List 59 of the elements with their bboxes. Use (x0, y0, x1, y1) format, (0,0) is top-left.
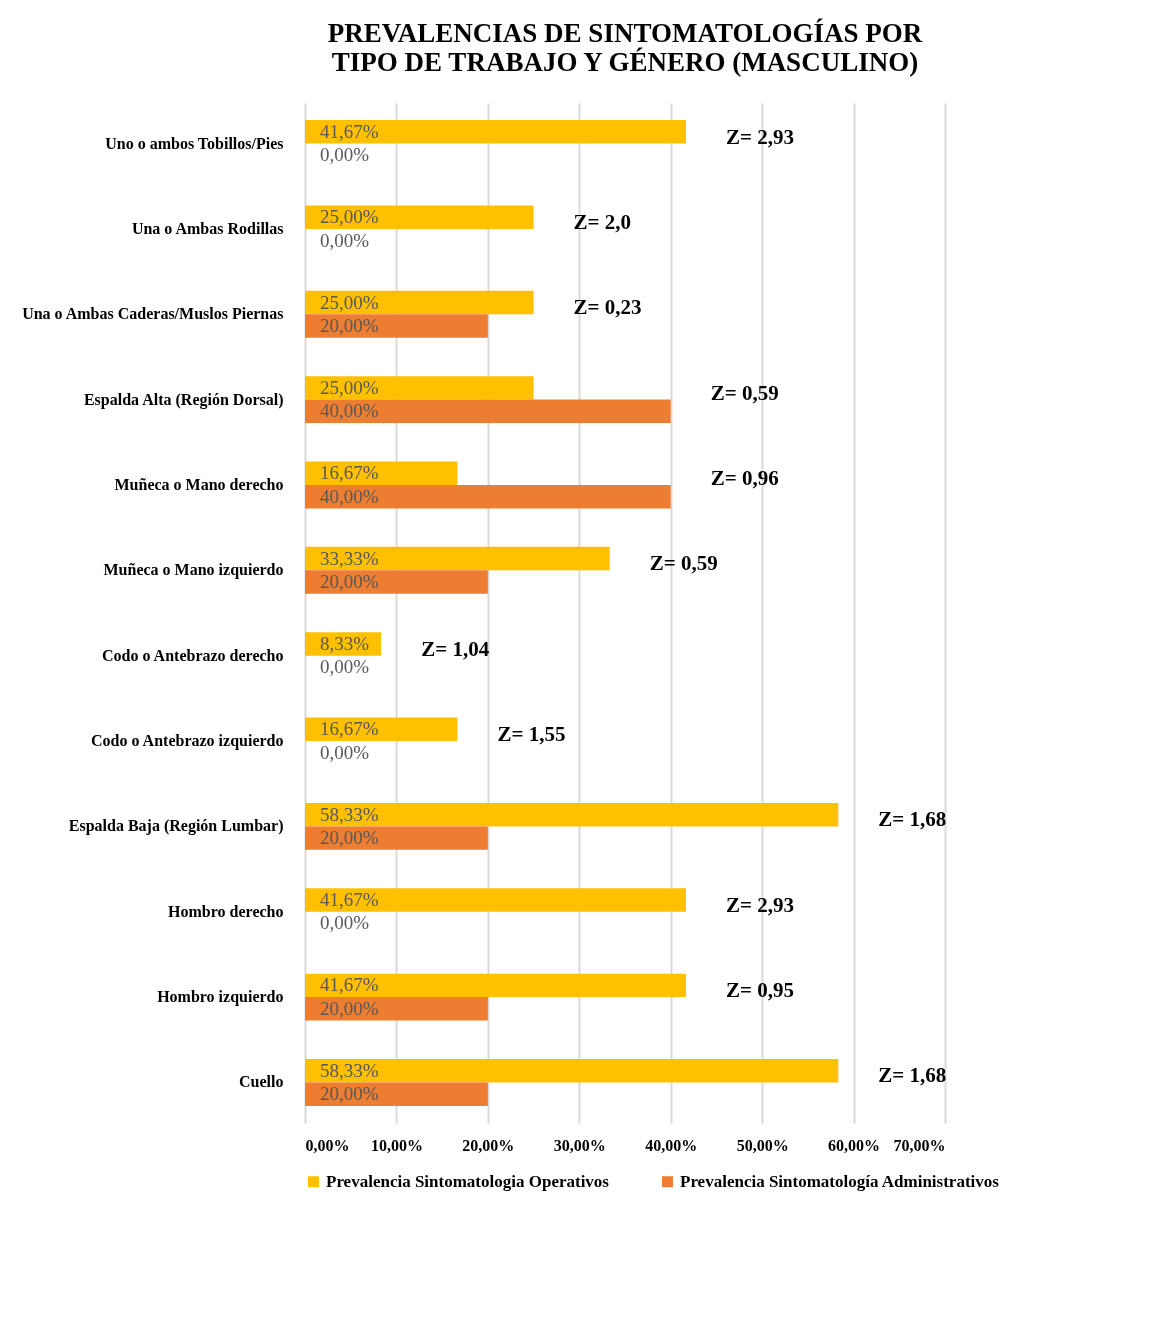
data-label: 41,67% (320, 974, 379, 996)
x-tick-label: 50,00% (736, 1136, 789, 1154)
x-tick-label: 70,00% (893, 1136, 946, 1154)
data-label: 25,00% (320, 376, 379, 398)
data-label: 33,33% (320, 547, 379, 569)
data-label: 40,00% (320, 400, 379, 422)
x-tick-label: 40,00% (645, 1136, 698, 1154)
y-tick-label: Codo o Antebrazo izquierdo (91, 732, 284, 751)
y-tick-label: Uno o ambos Tobillos/Pies (105, 134, 284, 152)
y-tick-label: Muñeca o Mano izquierdo (103, 561, 284, 580)
data-label: 58,33% (320, 803, 379, 825)
x-tick-label: 30,00% (553, 1136, 606, 1154)
x-tick-label: 10,00% (370, 1136, 423, 1154)
x-tick-label: 20,00% (462, 1136, 515, 1154)
x-tick-label: 60,00% (828, 1136, 881, 1154)
data-label: 25,00% (320, 206, 379, 228)
data-label: 16,67% (320, 718, 379, 740)
data-label: 20,00% (320, 571, 379, 593)
data-label: 16,67% (320, 462, 379, 484)
annotation: Z= 0,59 (710, 380, 779, 405)
y-tick-label: Codo o Antebrazo derecho (102, 646, 284, 664)
data-label: 0,00% (320, 741, 370, 763)
legend-label: Prevalencia Sintomatologia Operativos (326, 1171, 610, 1191)
annotation: Z= 0,59 (649, 551, 718, 576)
annotation: Z= 0,95 (725, 978, 794, 1003)
annotation: Z= 2,0 (573, 209, 632, 234)
data-label: 41,67% (320, 889, 379, 911)
legend-label: Prevalencia Sintomatología Administrativos (680, 1171, 1000, 1191)
data-label: 20,00% (320, 997, 379, 1019)
data-label: 8,33% (320, 632, 370, 654)
y-tick-label: Hombro izquierdo (157, 988, 284, 1007)
annotation: Z= 2,93 (725, 892, 794, 917)
data-label: 41,67% (320, 120, 379, 142)
y-tick-label: Muñeca o Mano derecho (114, 475, 284, 493)
y-tick-label: Hombro derecho (168, 902, 284, 920)
chart-title: PREVALENCIAS DE SINTOMATOLOGÍAS POR TIPO DE TRABAJO Y GÉNERO (MASCULINO) (327, 18, 923, 77)
data-label: 20,00% (320, 314, 379, 336)
annotation: Z= 1,55 (497, 722, 566, 747)
annotation: Z= 0,96 (710, 465, 779, 490)
data-label: 0,00% (320, 144, 370, 166)
y-tick-label: Cuello (239, 1073, 284, 1091)
y-tick-label: Espalda Baja (Región Lumbar) (68, 817, 284, 836)
y-tick-label: Espalda Alta (Región Dorsal) (83, 390, 284, 409)
x-tick-label: 0,00% (305, 1136, 350, 1154)
annotation: Z= 1,04 (421, 636, 490, 661)
y-tick-label: Una o Ambas Rodillas (131, 219, 284, 237)
data-label: 20,00% (320, 827, 379, 849)
annotation: Z= 1,68 (878, 807, 947, 832)
data-label: 58,33% (320, 1059, 379, 1081)
data-label: 20,00% (320, 1083, 379, 1105)
data-label: 25,00% (320, 291, 379, 313)
data-label: 40,00% (320, 485, 379, 507)
annotation: Z= 1,68 (878, 1063, 947, 1088)
y-tick-label: Una o Ambas Caderas/Muslos Piernas (22, 305, 284, 323)
data-label: 0,00% (320, 229, 370, 251)
annotation: Z= 2,93 (725, 124, 794, 149)
data-label: 0,00% (320, 912, 370, 934)
annotation: Z= 0,23 (573, 295, 642, 320)
data-label: 0,00% (320, 656, 370, 678)
